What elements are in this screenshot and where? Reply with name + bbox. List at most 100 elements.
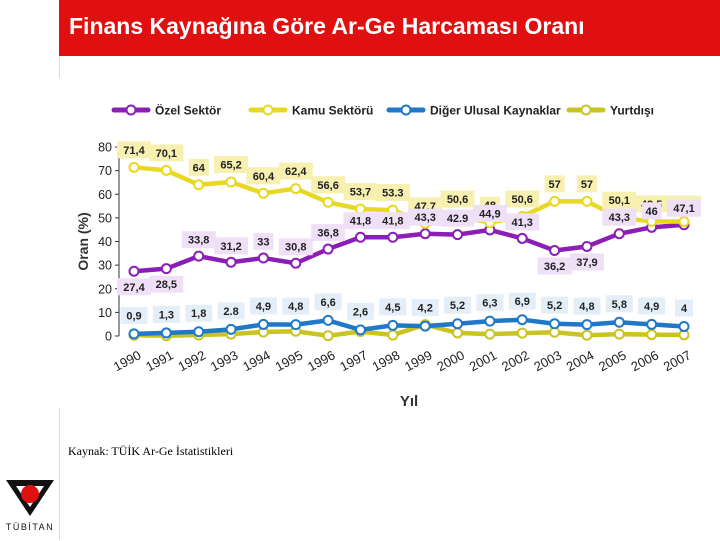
data-label-1: 57	[581, 179, 593, 191]
data-point-2	[646, 318, 658, 330]
data-point-0	[225, 256, 237, 268]
legend-marker-2	[400, 104, 412, 116]
data-label-box-0	[440, 209, 475, 227]
data-label-box-2	[638, 297, 666, 315]
x-axis-label: Yıl	[400, 393, 418, 408]
y-tick-label: 40	[98, 235, 112, 249]
source-note: Kaynak: TÜİK Ar-Ge İstatistikleri	[68, 444, 234, 458]
data-label-2: 4,5	[385, 302, 400, 314]
data-label-0: 41,3	[512, 217, 533, 229]
data-label-box-0	[667, 199, 701, 217]
data-label-2: 4,8	[288, 301, 303, 313]
data-point-3	[387, 329, 399, 341]
data-label-1: 50,6	[512, 194, 533, 206]
data-label-0: 31,2	[220, 241, 241, 253]
data-label-2: 4,9	[256, 301, 271, 313]
data-label-0: 47,1	[673, 203, 694, 215]
data-label-0: 37,9	[576, 257, 597, 269]
data-point-0	[452, 229, 464, 241]
data-point-3	[646, 329, 658, 341]
data-label-box-2	[605, 295, 633, 313]
data-label-2: 5,2	[547, 300, 562, 312]
data-label-box-1	[375, 184, 410, 202]
data-label-box-0	[375, 212, 410, 230]
legend-marker-0	[125, 104, 137, 116]
data-point-2	[549, 318, 561, 330]
data-point-0	[193, 250, 205, 262]
data-point-1	[128, 161, 140, 173]
data-label-0: 30,8	[285, 242, 306, 254]
y-tick-label: 30	[98, 259, 112, 273]
legend-label-3: Yurtdışı	[610, 104, 654, 118]
data-label-0: 28,5	[156, 279, 177, 291]
legend-label-0: Özel Sektör	[155, 103, 221, 118]
data-label-box-1	[246, 167, 281, 185]
data-label-0: 33,8	[188, 235, 209, 247]
data-point-3	[516, 327, 528, 339]
data-label-box-0	[117, 278, 151, 296]
data-point-2	[225, 323, 237, 335]
data-point-1	[257, 187, 269, 199]
data-label-box-0	[641, 202, 662, 220]
y-tick-label: 50	[98, 211, 112, 225]
data-label-box-2	[346, 302, 374, 320]
y-tick-label: 0	[105, 330, 112, 344]
data-point-0	[128, 265, 140, 277]
data-label-box-1	[311, 176, 346, 194]
data-label-2: 2.8	[223, 306, 238, 318]
data-label-1: 50,6	[447, 194, 468, 206]
data-point-2	[516, 314, 528, 326]
data-label-0: 41,8	[382, 216, 403, 228]
data-label-1: 71,4	[123, 145, 145, 157]
data-point-3	[322, 330, 334, 342]
data-label-box-0	[278, 238, 313, 256]
data-label-box-2	[444, 296, 472, 314]
data-point-2	[128, 328, 140, 340]
data-label-box-0	[149, 275, 184, 293]
data-label-box-1	[149, 144, 184, 162]
data-label-box-0	[181, 231, 216, 249]
data-label-2: 5,2	[450, 300, 465, 312]
logo-text: TÜBİTAN	[6, 522, 54, 532]
data-label-0: 41,8	[350, 216, 371, 228]
data-label-1: 64	[193, 162, 206, 174]
data-label-2: 4,9	[644, 301, 659, 313]
data-label-box-1	[117, 141, 151, 159]
chart-area: Özel Sektör Kamu Sektörü Diğer Ulusal Kayn…	[59, 78, 715, 408]
data-label-0: 43,3	[414, 212, 435, 224]
data-point-2	[452, 318, 464, 330]
data-label-1: 53,7	[350, 187, 371, 199]
data-label-box-1	[278, 162, 313, 180]
data-point-1	[581, 195, 593, 207]
data-label-2: 6,6	[320, 297, 335, 309]
data-label-2: 6,9	[515, 296, 530, 308]
data-point-3	[581, 329, 593, 341]
data-point-0	[613, 228, 625, 240]
y-axis-label: Oran (%)	[75, 212, 91, 270]
data-label-box-2	[379, 298, 407, 316]
data-label-box-2	[217, 302, 245, 320]
data-label-box-0	[343, 212, 378, 230]
data-point-2	[160, 327, 172, 339]
legend-label-2: Diğer Ulusal Kaynaklar	[430, 104, 561, 118]
left-sidebar	[0, 0, 60, 540]
slide-title: Finans Kaynağına Göre Ar-Ge Harcaması Or…	[69, 13, 585, 39]
data-label-0: 36,8	[317, 228, 338, 240]
y-tick-label: 20	[98, 282, 112, 296]
data-label-box-1	[214, 155, 249, 173]
data-point-2	[354, 324, 366, 336]
data-label-box-2	[411, 299, 439, 317]
data-point-0	[354, 231, 366, 243]
chart-background	[59, 78, 715, 408]
data-label-2: 4,8	[579, 301, 594, 313]
data-point-2	[257, 318, 269, 330]
data-label-2: 2,6	[353, 306, 368, 318]
data-point-0	[549, 244, 561, 256]
data-point-2	[678, 321, 690, 333]
data-label-2: 4	[681, 303, 688, 315]
data-label-box-2	[508, 292, 536, 310]
data-label-0: 42.9	[447, 213, 468, 225]
data-label-1: 53.3	[382, 188, 403, 200]
data-point-0	[257, 252, 269, 264]
data-point-2	[613, 316, 625, 328]
